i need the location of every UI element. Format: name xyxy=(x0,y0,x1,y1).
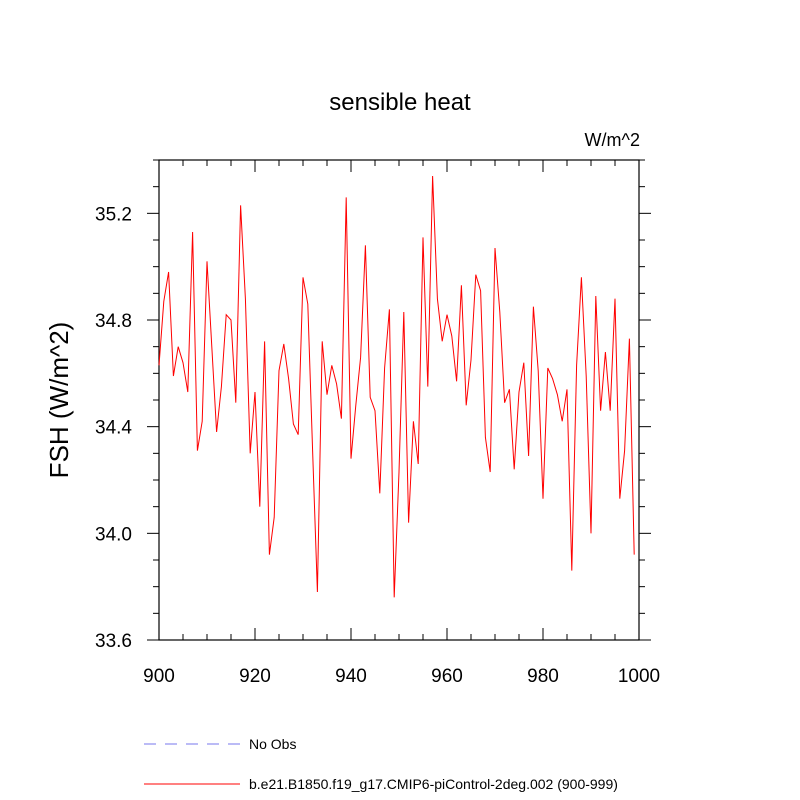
y-tick-label: 34.4 xyxy=(95,418,132,439)
series-line-fsh xyxy=(158,175,635,598)
legend: No Obs b.e21.B1850.f19_g17.CMIP6-piContr… xyxy=(144,736,618,792)
x-tick-label: 1000 xyxy=(618,666,660,687)
y-tick-label: 33.6 xyxy=(95,631,132,652)
y-tick-label: 34.0 xyxy=(95,524,132,545)
units-label: W/m^2 xyxy=(585,130,640,150)
legend-label-no-obs: No Obs xyxy=(249,736,296,752)
y-tick-label: 35.2 xyxy=(95,204,132,225)
legend-label-model-run: b.e21.B1850.f19_g17.CMIP6-piControl-2deg… xyxy=(249,776,618,792)
x-tick-label: 960 xyxy=(431,666,463,687)
axis-tick-labels: 900 920 940 960 980 1000 33.6 34.0 34.4 34.8 35.2 xyxy=(95,204,660,687)
chart-title: sensible heat xyxy=(329,89,471,116)
x-tick-label: 900 xyxy=(143,666,175,687)
y-tick-label: 34.8 xyxy=(95,311,132,332)
y-axis-label: FSH (W/m^2) xyxy=(44,322,74,479)
x-tick-label: 940 xyxy=(335,666,367,687)
x-tick-label: 920 xyxy=(239,666,271,687)
axis-ticks xyxy=(147,159,651,641)
x-tick-label: 980 xyxy=(527,666,559,687)
